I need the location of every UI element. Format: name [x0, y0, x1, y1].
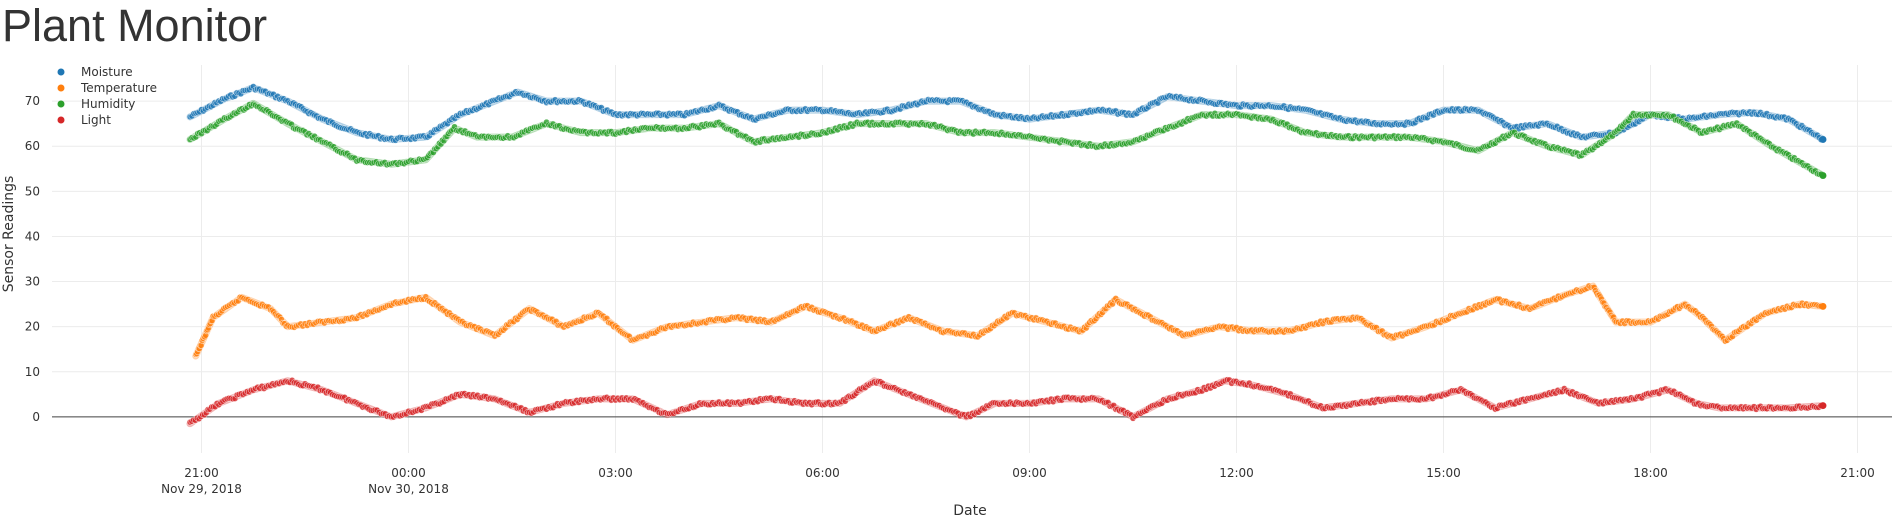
- x-axis-title: Date: [953, 503, 986, 519]
- y-tick-label: 40: [25, 229, 40, 243]
- y-tick-label: 70: [25, 94, 40, 108]
- legend-item-light[interactable]: Light: [57, 113, 112, 127]
- data-point: [1819, 302, 1827, 310]
- legend-label: Temperature: [80, 81, 157, 95]
- legend-label: Humidity: [81, 97, 135, 111]
- y-tick-label: 60: [25, 139, 40, 153]
- x-tick-sublabel: Nov 29, 2018: [161, 482, 242, 496]
- sensor-chart: 0 10 20 30 40 50 60 70 21:00 Nov 29, 2018 00:00 No…: [1, 65, 1892, 519]
- page-title: Plant Monitor: [2, 0, 268, 51]
- legend-item-moisture[interactable]: Moisture: [57, 65, 133, 79]
- series-temperature: [192, 282, 1827, 360]
- legend-label: Moisture: [81, 65, 133, 79]
- legend-marker: [57, 68, 65, 76]
- x-tick-sublabel: Nov 30, 2018: [368, 482, 449, 496]
- legend-item-humidity[interactable]: Humidity: [57, 97, 136, 111]
- legend-marker: [57, 116, 65, 124]
- chart-legend[interactable]: Moisture Temperature Humidity Light: [57, 65, 158, 127]
- data-point: [1819, 402, 1827, 410]
- y-tick-label: 20: [25, 320, 40, 334]
- data-point: [1819, 172, 1827, 179]
- y-tick-label: 50: [25, 184, 40, 198]
- x-tick-label: 06:00: [805, 466, 840, 480]
- y-tick-label: 0: [32, 410, 40, 424]
- y-axis-ticks: 0 10 20 30 40 50 60 70: [25, 94, 40, 424]
- x-tick-label: 15:00: [1426, 466, 1461, 480]
- data-point: [1819, 136, 1827, 143]
- series-light: [186, 376, 1827, 428]
- y-tick-label: 10: [25, 365, 40, 379]
- y-axis-title: Sensor Readings: [1, 176, 17, 293]
- legend-item-temperature[interactable]: Temperature: [57, 81, 158, 95]
- series-layer: [186, 83, 1827, 428]
- x-tick-label: 03:00: [598, 466, 633, 480]
- legend-marker: [57, 100, 65, 108]
- chart-container: 0 10 20 30 40 50 60 70 21:00 Nov 29, 2018 00:00 No…: [0, 60, 1894, 525]
- x-tick-label: 21:00: [184, 466, 219, 480]
- x-tick-label: 09:00: [1012, 466, 1047, 480]
- series-humidity: [186, 99, 1827, 180]
- x-tick-label: 18:00: [1633, 466, 1668, 480]
- x-tick-label: 12:00: [1219, 466, 1254, 480]
- x-axis-ticks: 21:00 Nov 29, 2018 00:00 Nov 30, 2018 03:00 0…: [161, 466, 1875, 496]
- y-tick-label: 30: [25, 275, 40, 289]
- legend-marker: [57, 84, 65, 92]
- x-tick-label: 21:00: [1840, 466, 1875, 480]
- x-tick-label: 00:00: [391, 466, 426, 480]
- legend-label: Light: [81, 113, 111, 127]
- series-trace: [192, 282, 1827, 360]
